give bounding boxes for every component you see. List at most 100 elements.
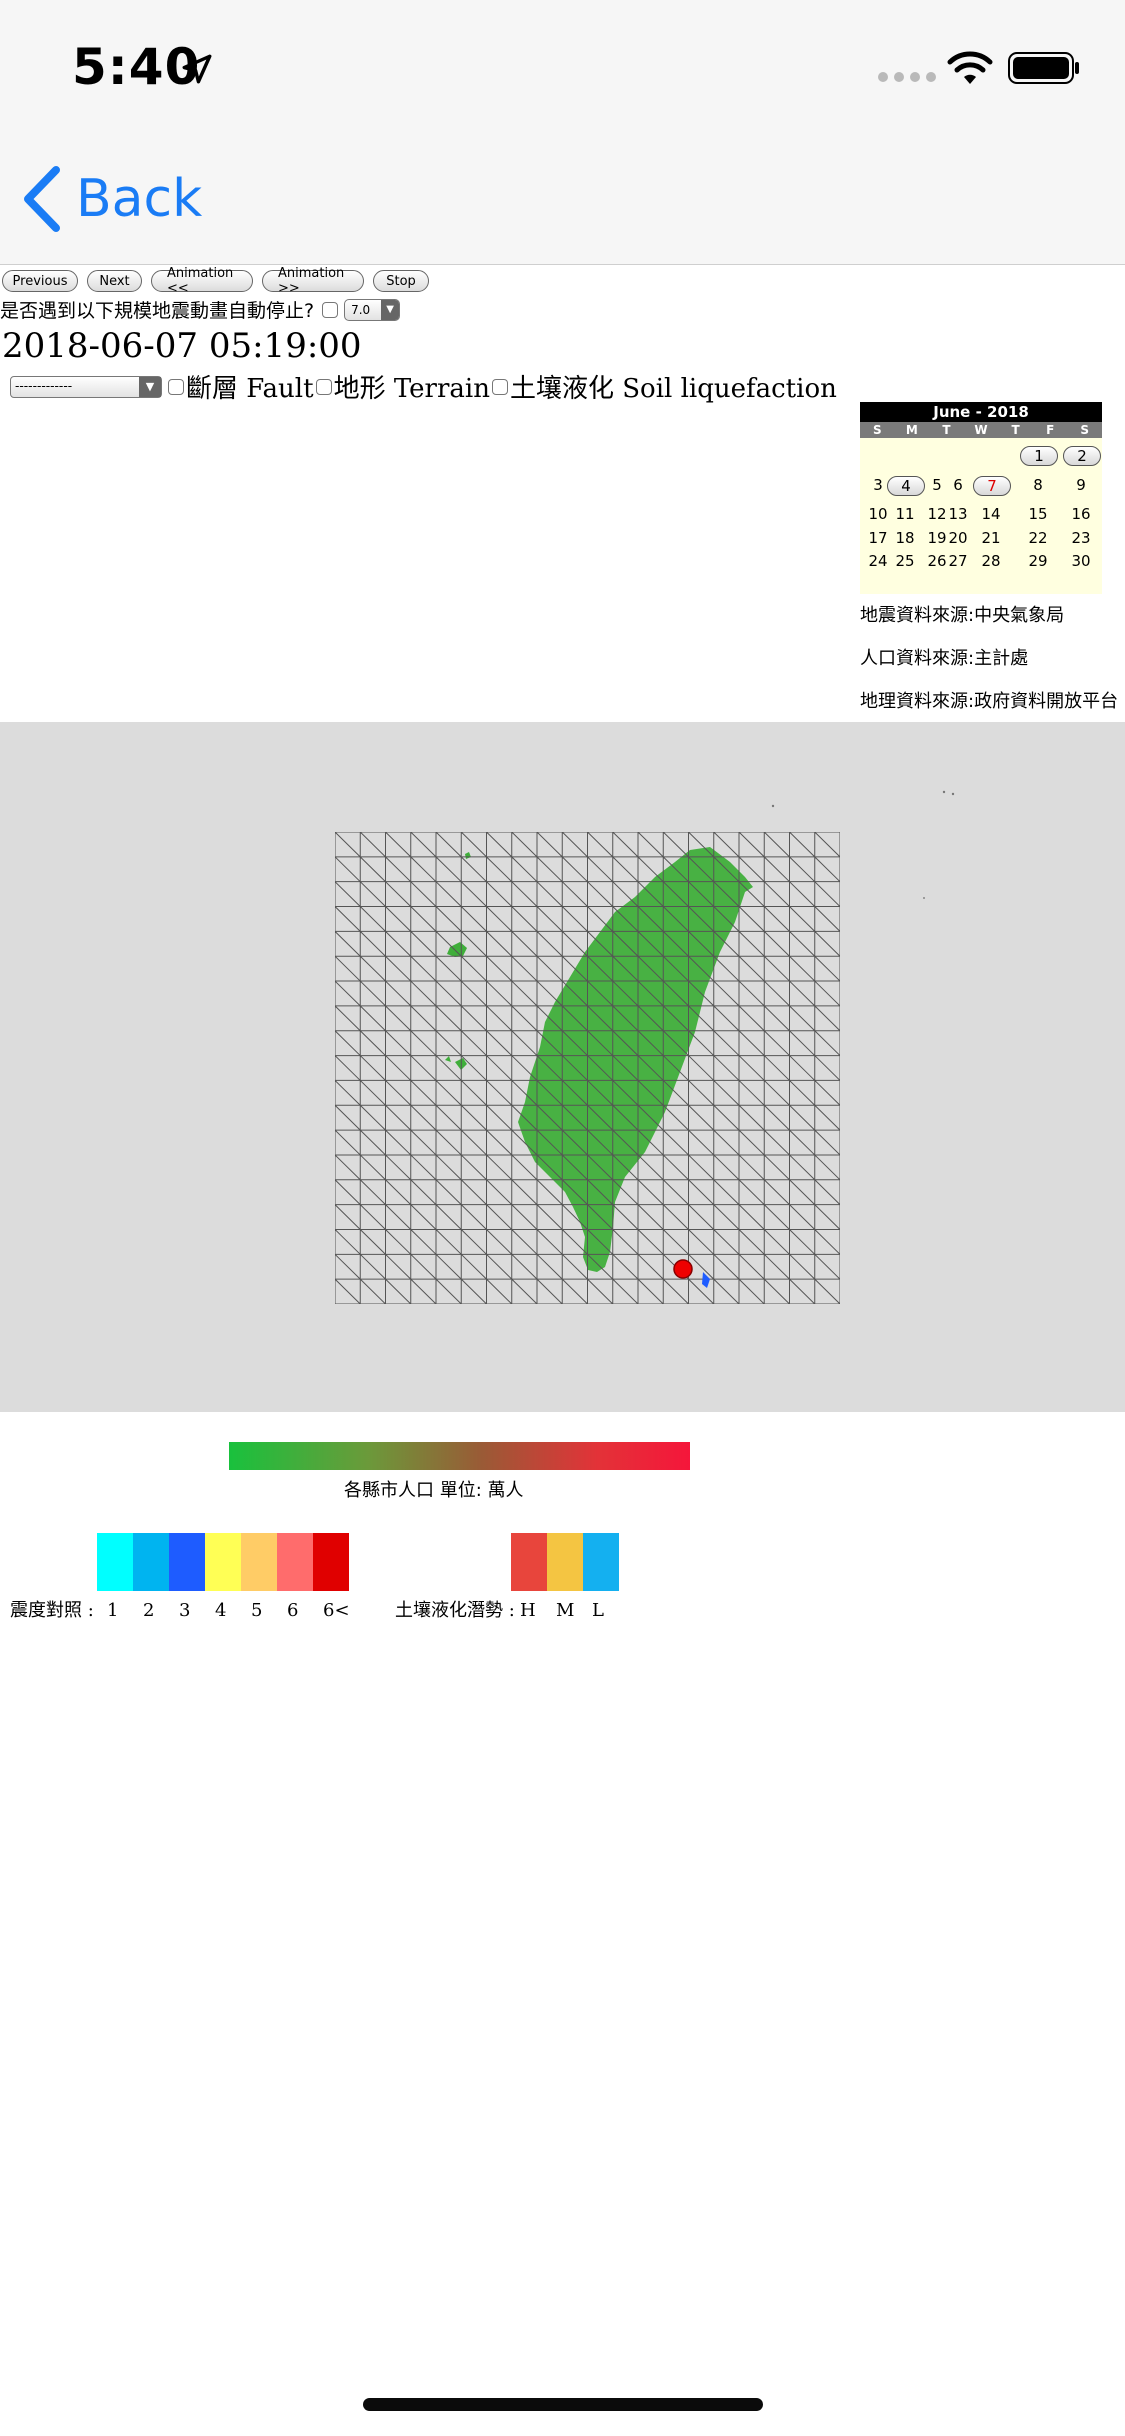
magnitude-select[interactable]: 7.0 ▼ <box>344 298 401 321</box>
epicenter-marker[interactable] <box>673 1259 693 1279</box>
animation-controls: Previous Next Animation << Animation >> … <box>2 266 429 296</box>
liquefaction-level: H <box>520 1600 536 1621</box>
population-source: 人口資料來源:主計處 <box>860 648 1029 669</box>
calendar-day[interactable]: 21 <box>981 529 1001 547</box>
calendar-day[interactable]: 30 <box>1071 552 1091 570</box>
geography-source: 地理資料來源:政府資料開放平台 <box>860 691 1119 712</box>
calendar-day[interactable]: 20 <box>948 529 968 547</box>
region-select-value: ------------- <box>15 379 73 394</box>
liquefaction-swatch <box>547 1533 583 1591</box>
intensity-level: 5 <box>251 1600 263 1621</box>
calendar-weekdays: S M T W T F S <box>860 422 1102 438</box>
terrain-checkbox[interactable] <box>315 378 332 395</box>
calendar-day[interactable]: 15 <box>1028 505 1048 523</box>
previous-button[interactable]: Previous <box>2 270 78 292</box>
fault-label: 斷層 Fault <box>186 374 314 404</box>
animation-forward-button[interactable]: Animation >> <box>262 266 364 296</box>
auto-stop-checkbox[interactable] <box>322 301 339 318</box>
population-gradient-bar <box>229 1442 690 1470</box>
map-grid <box>335 832 840 1304</box>
calendar-title: June - 2018 <box>860 402 1102 422</box>
calendar-day[interactable]: 29 <box>1028 552 1048 570</box>
calendar-day[interactable]: 6 <box>953 476 963 494</box>
calendar-day[interactable]: 18 <box>895 529 915 547</box>
taiwan-map[interactable] <box>335 832 840 1304</box>
current-datetime: 2018-06-07 05:19:00 <box>2 326 362 366</box>
liquefaction-label: 土壤液化 Soil liquefaction <box>509 374 837 404</box>
calendar-day[interactable]: 23 <box>1071 529 1091 547</box>
battery-icon <box>1008 52 1079 84</box>
calendar-day[interactable]: 8 <box>1033 476 1043 494</box>
calendar-day[interactable]: 22 <box>1028 529 1048 547</box>
location-arrow-icon <box>182 54 212 84</box>
cellular-signal-icon <box>878 72 936 82</box>
intensity-swatch <box>205 1533 241 1591</box>
liquefaction-level: M <box>556 1600 575 1621</box>
population-legend-label: 各縣市人口 單位: 萬人 <box>344 1480 524 1501</box>
earthquake-source: 地震資料來源:中央氣象局 <box>860 605 1065 626</box>
intensity-swatch <box>97 1533 133 1591</box>
terrain-label: 地形 Terrain <box>333 374 490 404</box>
calendar-day-selected[interactable]: 7 <box>973 476 1011 496</box>
calendar-day[interactable]: 5 <box>932 476 942 494</box>
calendar-day[interactable]: 14 <box>981 505 1001 523</box>
status-time: 5:40 <box>72 38 201 96</box>
calendar-day[interactable]: 26 <box>927 552 947 570</box>
back-label: Back <box>76 169 203 229</box>
liquefaction-level: L <box>592 1600 604 1621</box>
liquefaction-checkbox[interactable] <box>491 378 508 395</box>
magnitude-value: 7.0 <box>351 302 371 317</box>
intensity-level: 6< <box>323 1600 350 1621</box>
status-bar: 5:40 <box>0 0 1125 132</box>
calendar-day[interactable]: 28 <box>981 552 1001 570</box>
penghu-islands <box>447 942 467 957</box>
calendar-day[interactable]: 1 <box>1020 446 1058 466</box>
liquefaction-swatch <box>583 1533 619 1591</box>
calendar-day[interactable]: 9 <box>1076 476 1086 494</box>
back-button[interactable]: Back <box>22 166 202 232</box>
calendar-day[interactable]: 3 <box>873 476 883 494</box>
weekday-label: M <box>905 423 918 437</box>
chevron-left-icon <box>24 166 60 232</box>
animation-back-button[interactable]: Animation << <box>151 266 253 296</box>
intensity-level: 4 <box>215 1600 227 1621</box>
home-indicator[interactable] <box>363 2398 763 2411</box>
calendar-day[interactable]: 4 <box>887 476 925 496</box>
dropdown-arrow-icon: ▼ <box>139 376 161 397</box>
calendar-day[interactable]: 11 <box>895 505 915 523</box>
calendar-day[interactable]: 24 <box>868 552 888 570</box>
weekday-label: F <box>1046 423 1055 437</box>
calendar-day[interactable]: 19 <box>927 529 947 547</box>
intensity-swatch <box>241 1533 277 1591</box>
map-panel[interactable] <box>0 722 1125 1412</box>
next-button[interactable]: Next <box>87 270 142 292</box>
weekday-label: W <box>974 423 988 437</box>
calendar-day[interactable]: 25 <box>895 552 915 570</box>
calendar-day[interactable]: 12 <box>927 505 947 523</box>
calendar-day[interactable]: 10 <box>868 505 888 523</box>
liquefaction-legend-label: 土壤液化潛勢 : <box>395 1600 515 1621</box>
layer-toggles: ------------- ▼ 斷層 Fault 地形 Terrain 土壤液化… <box>10 368 837 405</box>
calendar-day[interactable]: 27 <box>948 552 968 570</box>
region-select[interactable]: ------------- ▼ <box>10 375 162 398</box>
calendar-day[interactable]: 16 <box>1071 505 1091 523</box>
intensity-swatch <box>313 1533 349 1591</box>
intensity-marker <box>702 1272 710 1288</box>
calendar: June - 2018 S M T W T F S 1 2 3 4 5 6 7 … <box>860 402 1102 594</box>
intensity-level: 3 <box>179 1600 191 1621</box>
stop-button[interactable]: Stop <box>373 270 429 292</box>
weekday-label: S <box>872 423 882 437</box>
calendar-day[interactable]: 13 <box>948 505 968 523</box>
calendar-day[interactable]: 2 <box>1063 446 1101 466</box>
calendar-day[interactable]: 17 <box>868 529 888 547</box>
fault-checkbox[interactable] <box>168 378 184 395</box>
intensity-swatch <box>277 1533 313 1591</box>
weekday-label: T <box>942 423 951 437</box>
auto-stop-row: 是否遇到以下規模地震動畫自動停止? 7.0 ▼ <box>0 296 401 323</box>
intensity-level: 2 <box>143 1600 155 1621</box>
intensity-swatches <box>97 1533 349 1591</box>
data-sources: 地震資料來源:中央氣象局 人口資料來源:主計處 地理資料來源:政府資料開放平台 <box>860 594 1118 723</box>
weekday-label: S <box>1080 423 1090 437</box>
calendar-grid: 1 2 3 4 5 6 7 8 9 10 11 12 13 14 15 16 1… <box>860 438 1102 594</box>
